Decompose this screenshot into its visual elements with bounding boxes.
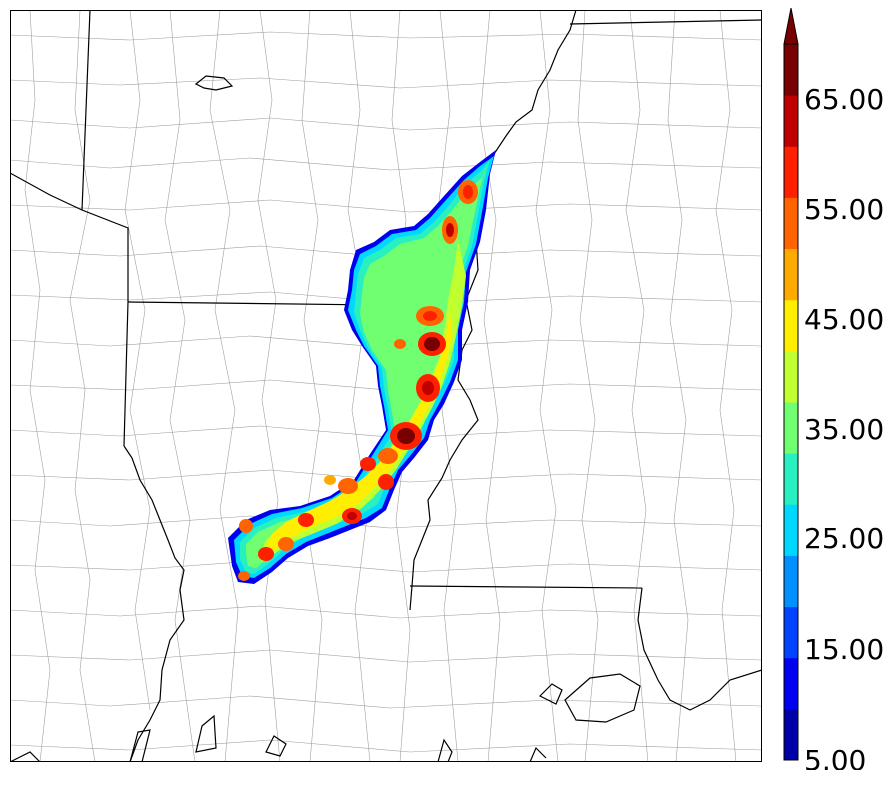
tennessee-kentucky-border	[569, 19, 762, 25]
colorbar-tick-labels: 5.00 15.00 25.00 35.00 45.00 55.00 65.00	[804, 83, 884, 770]
storm-cell	[258, 547, 274, 561]
colorbar-tick-label: 15.00	[804, 633, 884, 666]
storm-cell	[423, 311, 437, 321]
lake-east	[538, 683, 563, 705]
oklahoma-arkansas-border	[81, 10, 129, 447]
colorbar-bin	[784, 606, 798, 659]
lower-mississippi	[637, 587, 762, 711]
storm-cell	[394, 339, 406, 349]
coast-bayou-5	[529, 746, 547, 762]
swath-green	[246, 166, 486, 568]
storm-cell	[378, 448, 398, 464]
storm-cell	[397, 428, 415, 444]
colorbar-bin	[784, 504, 798, 556]
storm-cell	[360, 457, 376, 471]
storm-cell	[378, 474, 394, 490]
storm-cell	[239, 519, 253, 533]
colorbar-tick-label: 65.00	[804, 83, 884, 116]
map-panel	[10, 10, 762, 762]
coast-bayou-2	[195, 714, 217, 753]
colorbar-bin	[784, 350, 798, 403]
storm-cell	[463, 185, 473, 199]
coast-bayou-3	[265, 735, 287, 757]
storm-cell	[278, 537, 294, 551]
colorbar-bin	[784, 146, 798, 198]
colorbar-bin	[784, 299, 798, 352]
lake-pontchartrain	[564, 673, 641, 723]
reflectivity-swath	[228, 150, 496, 584]
colorbar-bin	[784, 657, 798, 710]
coast-bayou-1	[129, 729, 151, 762]
storm-cell	[347, 512, 357, 520]
colorbar-bin	[784, 453, 798, 505]
map-border	[10, 10, 762, 762]
storm-cells	[238, 180, 478, 581]
colorbar-bin	[784, 95, 798, 147]
louisiana-arkansas-border	[409, 585, 643, 589]
storm-cell	[298, 513, 314, 527]
coast-bayou-4	[437, 738, 453, 762]
colorbar-tick-label: 35.00	[804, 413, 884, 446]
colorbar-outline	[783, 43, 799, 761]
storm-cell	[238, 571, 250, 581]
colorbar-bin	[784, 197, 798, 250]
storm-cell	[324, 475, 336, 485]
colorbar-tick-label: 5.00	[804, 744, 866, 770]
storm-cell	[422, 381, 434, 395]
colorbar-bins	[784, 44, 798, 761]
storm-cell	[338, 478, 358, 494]
colorbar-tick-label: 25.00	[804, 522, 884, 555]
coast-left	[10, 751, 41, 762]
colorbar-bin	[784, 708, 798, 761]
panhandle-border	[10, 172, 83, 211]
lake-north	[194, 75, 234, 91]
colorbar-bin	[784, 44, 798, 96]
colorbar-bin	[784, 248, 798, 301]
colorbar: 5.00 15.00 25.00 35.00 45.00 55.00 65.00	[783, 8, 884, 770]
storm-cell	[446, 223, 454, 237]
colorbar-bin	[784, 555, 798, 608]
colorbar-bin	[784, 402, 798, 454]
colorbar-tick-label: 55.00	[804, 193, 884, 226]
colorbar-extend-arrow	[783, 8, 799, 45]
mississippi-river	[409, 10, 577, 611]
colorbar-tick-label: 45.00	[804, 303, 884, 336]
red-river	[123, 445, 185, 762]
storm-cell	[424, 337, 440, 351]
